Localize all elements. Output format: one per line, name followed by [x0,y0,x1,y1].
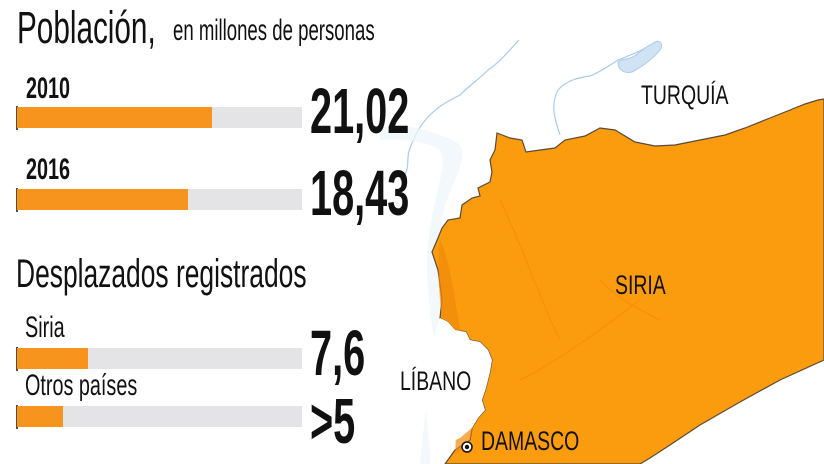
river-lines [399,39,651,181]
displaced-title: Desplazados registrados [16,252,307,296]
bar-track-2016 [17,189,302,210]
coast-haze [380,125,463,464]
lebanon-shape [425,318,492,450]
value-2016: 18,43 [310,157,410,229]
bar-fill-other [17,406,64,427]
bar-track-syria [17,348,302,369]
bar-track-other [17,406,302,427]
lake-shape [617,41,663,73]
bar-fill-2016 [17,189,189,210]
population-subtitle: en millones de personas [173,14,375,47]
bar-track-2010 [17,107,302,128]
map-label-turkey: TURQUÍA [641,80,729,110]
value-other: >5 [310,385,356,457]
year-label-2016: 2016 [26,153,71,186]
value-syria: 7,6 [310,317,366,389]
map-label-syria: SIRIA [615,270,666,300]
map-label-lebanon: LÍBANO [400,366,472,396]
terrain-lines [499,199,661,381]
displaced-label-other: Otros países [25,369,138,402]
map-label-damascus: DAMASCO [481,426,580,456]
population-title: Población, [17,2,156,53]
year-label-2010: 2010 [26,72,71,105]
displaced-label-syria: Siria [25,311,65,344]
bar-fill-syria [17,348,88,369]
bar-fill-2010 [17,107,213,128]
value-2010: 21,02 [310,75,410,147]
